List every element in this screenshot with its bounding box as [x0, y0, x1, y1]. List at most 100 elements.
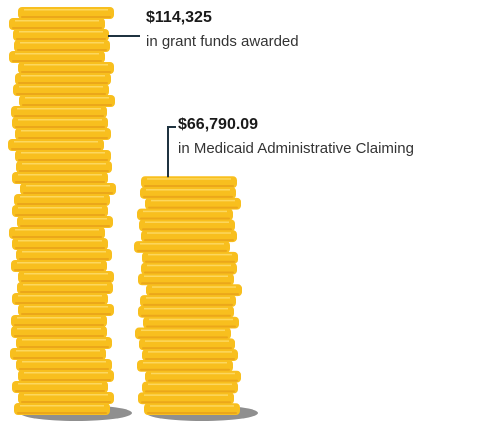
coin-edge [142, 347, 232, 349]
coin-rim [23, 284, 107, 286]
coin-rim [146, 297, 230, 299]
coin-rim [151, 373, 235, 375]
coin-edge [15, 126, 105, 128]
coin-edge [21, 71, 111, 73]
coin-edge [18, 159, 108, 161]
coin-rim [17, 262, 101, 264]
coin-edge [21, 379, 111, 381]
coin-edge [12, 27, 102, 29]
coin-rim [147, 178, 231, 180]
coin-edge [14, 115, 104, 117]
coin-edge [13, 357, 103, 359]
coin-rim [24, 9, 108, 11]
coin-rim [143, 211, 227, 213]
coin-rim [18, 119, 102, 121]
coin-edge [148, 380, 238, 382]
coin-rim [20, 42, 104, 44]
coin-rim [18, 207, 102, 209]
coin-edge [137, 250, 227, 252]
coin-rim [148, 384, 232, 386]
coin-rim [15, 53, 99, 55]
coin-edge [15, 181, 105, 183]
coin-edge [19, 170, 109, 172]
coin-rim [140, 243, 224, 245]
coin-rim [144, 275, 228, 277]
coin-edge [23, 192, 113, 194]
coin-edge [146, 326, 236, 328]
coin-rim [18, 174, 102, 176]
coin-rim [148, 351, 232, 353]
coin-rim [25, 97, 109, 99]
coin-edge [21, 16, 111, 18]
coin-rim [17, 328, 101, 330]
coin-rim [143, 362, 227, 364]
coin-edge [20, 291, 110, 293]
coin-rim [144, 308, 228, 310]
coin-edge [138, 336, 228, 338]
coin-rim [16, 350, 100, 352]
coin-rim [146, 189, 230, 191]
coin-rim [21, 75, 105, 77]
coin-edge [16, 93, 106, 95]
coin-edge [19, 258, 109, 260]
coin-rim [22, 361, 106, 363]
coin-edge [144, 271, 234, 273]
coin-rim [19, 86, 103, 88]
connector [168, 127, 176, 177]
coin-edge [145, 261, 235, 263]
coin-edge [11, 148, 101, 150]
coin-edge [21, 401, 111, 403]
coin-rim [24, 372, 108, 374]
coin-edge [22, 104, 112, 106]
coin-edge [21, 280, 111, 282]
coin-rim [24, 273, 108, 275]
coin-rim [18, 383, 102, 385]
coin-edge [140, 217, 230, 219]
coin-rim [151, 200, 235, 202]
coin-edge [144, 239, 234, 241]
coin-edge [15, 390, 105, 392]
coin-edge [14, 324, 104, 326]
chart: $114,325in grant funds awarded$66,790.09… [0, 0, 485, 425]
coin-rim [24, 306, 108, 308]
coin-edge [147, 412, 237, 414]
value-label: $114,325 [146, 9, 212, 26]
coin-rim [145, 340, 229, 342]
coin-edge [16, 38, 106, 40]
coin-edge [14, 335, 104, 337]
coin-edge [20, 225, 110, 227]
coin-edge [17, 49, 107, 51]
coin-edge [17, 203, 107, 205]
coin-rim [144, 394, 228, 396]
coin-edge [19, 368, 109, 370]
coin-edge [145, 358, 235, 360]
coin-rim [147, 265, 231, 267]
coin-rim [20, 196, 104, 198]
coin-edge [144, 185, 234, 187]
coin-rim [17, 317, 101, 319]
coin-rim [19, 31, 103, 33]
coin-rim [141, 330, 225, 332]
coin-edge [145, 390, 235, 392]
coin-edge [141, 315, 231, 317]
coin-rim [149, 319, 233, 321]
coin-edge [148, 207, 238, 209]
coin-edge [17, 412, 107, 414]
category-label: in Medicaid Administrative Claiming [178, 140, 414, 157]
coin-rim [22, 251, 106, 253]
coin-edge [21, 313, 111, 315]
coin-stack [8, 7, 116, 415]
coin-edge [19, 346, 109, 348]
coin-edge [12, 60, 102, 62]
coin-rim [148, 254, 232, 256]
coin-rim [15, 20, 99, 22]
coin-edge [140, 369, 230, 371]
coin-rim [21, 152, 105, 154]
coin-rim [22, 163, 106, 165]
coin-stack [134, 176, 242, 415]
coin-edge [12, 236, 102, 238]
coin-rim [22, 339, 106, 341]
coin-rim [24, 394, 108, 396]
coin-edge [143, 196, 233, 198]
coin-edge [141, 401, 231, 403]
